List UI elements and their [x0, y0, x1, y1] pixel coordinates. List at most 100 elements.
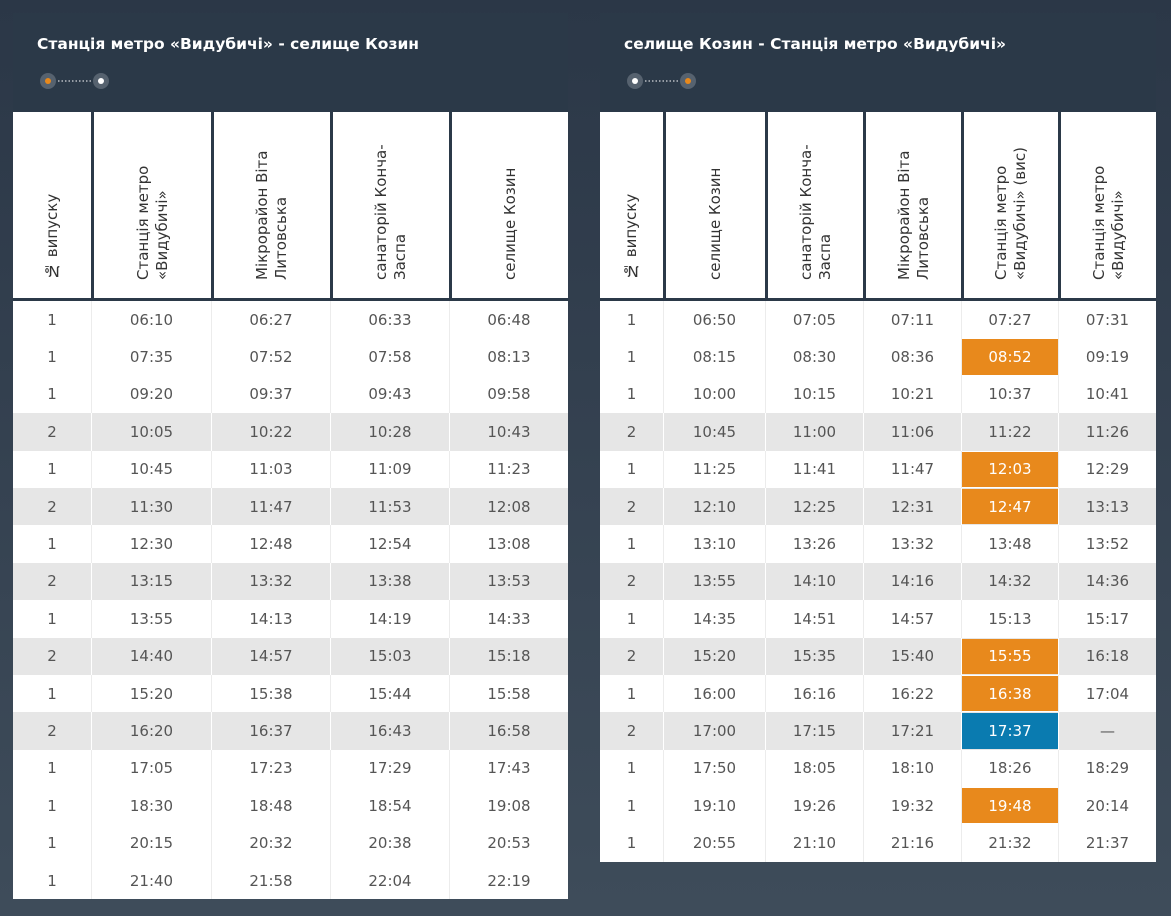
- table-cell: 14:16: [863, 562, 961, 601]
- table-cell: 18:05: [765, 749, 863, 788]
- column-header-text: Станція метро «Видубичі»: [133, 165, 171, 280]
- table-cell: 07:31: [1058, 301, 1156, 339]
- table-cell: 13:52: [1058, 525, 1156, 563]
- table-row: 1 20:55 21:10 21:16 21:32 21:37: [600, 824, 1156, 862]
- table-cell: 06:33: [330, 301, 449, 339]
- table-row: 2 15:20 15:35 15:40 15:55 16:18: [600, 637, 1156, 675]
- table-row: 1 15:20 15:38 15:44 15:58: [13, 674, 568, 713]
- table-cell: 12:08: [449, 487, 568, 526]
- table-cell: 2: [626, 572, 637, 591]
- table-cell: 11:53: [330, 487, 449, 526]
- column-header: санаторій Конча-Заспа: [330, 112, 449, 298]
- table-cell: 10:45: [663, 413, 765, 451]
- highlighted-time: 16:38: [962, 675, 1058, 712]
- table-cell: 16:37: [211, 712, 330, 750]
- highlighted-time: 12:03: [962, 451, 1058, 487]
- table-cell: 1: [47, 310, 57, 329]
- table-row: 2 11:30 11:47 11:53 12:08: [13, 487, 568, 526]
- table-cell: 10:22: [211, 413, 330, 451]
- table-cell: 2: [626, 422, 637, 441]
- table-cell: 16:38: [961, 674, 1058, 713]
- table-cell: 16:58: [449, 712, 568, 750]
- table-row: 2 12:10 12:25 12:31 12:47 13:13: [600, 487, 1156, 526]
- table-cell: 11:00: [765, 413, 863, 451]
- table-cell: 2: [47, 721, 57, 740]
- table-header: № випуску селище Козин санаторій Конча-Зас…: [600, 110, 1156, 301]
- table-cell: 11:09: [330, 450, 449, 488]
- table-row: 1 08:15 08:30 08:36 08:52 09:19: [600, 338, 1156, 376]
- table-cell: 17:37: [961, 712, 1058, 750]
- column-header: селище Козин: [663, 112, 765, 298]
- table-cell: 1: [47, 385, 57, 404]
- column-header-text: Станція метро «Видубичі» (вис): [992, 147, 1029, 280]
- route-title: Станція метро «Видубичі» - селище Козин: [37, 35, 420, 53]
- table-cell: 13:13: [1058, 487, 1156, 526]
- table-cell: 14:33: [449, 600, 568, 638]
- column-header: Мікрорайон Віта Литовська: [211, 112, 330, 298]
- table-cell: 11:41: [765, 450, 863, 488]
- column-header-text: санаторій Конча-Заспа: [372, 144, 409, 280]
- table-cell: 1: [626, 834, 637, 853]
- table-row: 1 10:00 10:15 10:21 10:37 10:41: [600, 375, 1156, 414]
- column-header: селище Козин: [449, 112, 568, 298]
- table-row: 1 13:55 14:13 14:19 14:33: [13, 600, 568, 638]
- table-cell: 10:45: [91, 450, 211, 488]
- table-row: 1 07:35 07:52 07:58 08:13: [13, 338, 568, 376]
- table-cell: 13:38: [330, 562, 449, 601]
- table-row: 2 14:40 14:57 15:03 15:18: [13, 637, 568, 675]
- table-cell: 11:26: [1058, 413, 1156, 451]
- column-header-text: Станція метро «Видубичі»: [1089, 165, 1127, 280]
- table-cell: 22:04: [330, 861, 449, 900]
- table-cell: 14:35: [663, 600, 765, 638]
- table-cell: 16:43: [330, 712, 449, 750]
- table-cell: 13:15: [91, 562, 211, 601]
- table-cell: 21:16: [863, 824, 961, 862]
- table-cell: 1: [626, 348, 637, 367]
- table-cell: 21:10: [765, 824, 863, 862]
- table-cell: 09:43: [330, 375, 449, 414]
- direction-icon: [627, 73, 696, 89]
- table-cell: 15:35: [765, 637, 863, 675]
- highlighted-time: 15:55: [962, 638, 1058, 674]
- table-cell: 07:11: [863, 301, 961, 339]
- table-cell: 17:15: [765, 712, 863, 750]
- column-header-text: Мікрорайон Віта Литовська: [894, 150, 932, 280]
- table-cell: 17:43: [449, 749, 568, 788]
- column-header: Станція метро «Видубичі»: [1058, 112, 1156, 298]
- table-cell: 1: [626, 460, 637, 479]
- column-header-text: селище Козин: [706, 167, 724, 280]
- table-cell: 14:57: [863, 600, 961, 638]
- table-cell: 12:29: [1058, 450, 1156, 488]
- table-cell: 15:55: [961, 637, 1058, 675]
- table-cell: 14:13: [211, 600, 330, 638]
- table-cell: 1: [47, 348, 57, 367]
- table-cell: 08:13: [449, 338, 568, 376]
- table-cell: 21:40: [91, 861, 211, 900]
- table-cell: 14:10: [765, 562, 863, 601]
- table-cell: 06:10: [91, 301, 211, 339]
- table-cell: 12:54: [330, 525, 449, 563]
- table-cell: 12:25: [765, 487, 863, 526]
- table-cell: 15:17: [1058, 600, 1156, 638]
- table-cell: 12:30: [91, 525, 211, 563]
- table-cell: 07:52: [211, 338, 330, 376]
- table-cell: 10:41: [1058, 375, 1156, 414]
- table-cell: 16:18: [1058, 637, 1156, 675]
- table-cell: 07:05: [765, 301, 863, 339]
- table-cell: 14:51: [765, 600, 863, 638]
- table-cell: 15:20: [663, 637, 765, 675]
- table-cell: 19:48: [961, 787, 1058, 825]
- column-header: № випуску: [600, 112, 663, 298]
- table-cell: 10:37: [961, 375, 1058, 414]
- table-cell: 16:20: [91, 712, 211, 750]
- table-cell: 16:00: [663, 674, 765, 713]
- table-cell: 18:26: [961, 749, 1058, 788]
- table-cell: 11:30: [91, 487, 211, 526]
- table-row: 2 13:15 13:32 13:38 13:53: [13, 562, 568, 601]
- table-cell: 1: [47, 535, 57, 554]
- table-cell: 09:19: [1058, 338, 1156, 376]
- table-row: 2 16:20 16:37 16:43 16:58: [13, 712, 568, 750]
- direction-icon: [40, 73, 109, 89]
- table-cell: 12:31: [863, 487, 961, 526]
- highlighted-time: 12:47: [962, 488, 1058, 525]
